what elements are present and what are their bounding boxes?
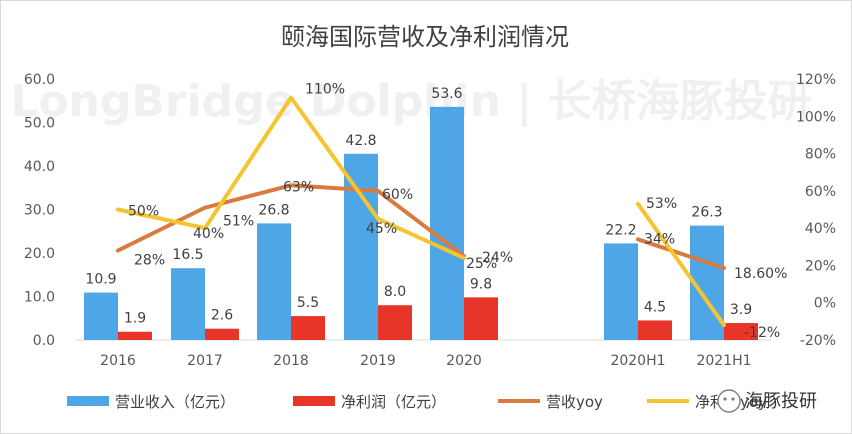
revenue-bar-label: 10.9: [85, 272, 116, 288]
y-right-tick-label: 40%: [805, 221, 836, 237]
y-left-tick-label: 20.0: [24, 246, 55, 262]
profit-yoy-label: 110%: [305, 82, 345, 98]
lines: [116, 95, 726, 328]
profit-bar: [118, 331, 152, 340]
legend-label: 营业收入（亿元）: [115, 393, 235, 411]
legend: 营业收入（亿元）净利润（亿元）营收yoy净利润yoy: [67, 393, 767, 411]
y-right-tick-label: 60%: [805, 184, 836, 200]
revenue-yoy-label: 34%: [644, 231, 675, 247]
y-right-tick-label: 20%: [805, 258, 836, 274]
revenue-bar-label: 16.5: [172, 247, 203, 263]
y-left-tick-label: 0.0: [33, 333, 55, 349]
wechat-icon-eye-left: [723, 397, 727, 401]
watermark-text: LongBridge Dolphin | 长桥海豚投研: [10, 76, 811, 127]
revenue-bar: [84, 292, 118, 340]
profit-bar: [638, 320, 672, 340]
y-left-tick-label: 30.0: [24, 203, 55, 219]
revenue-bar-label: 53.6: [431, 86, 462, 102]
profit-bar: [205, 328, 239, 340]
revenue-yoy-label: 63%: [283, 179, 314, 195]
y-right-tick-label: -20%: [800, 333, 836, 349]
revenue-bar: [430, 106, 464, 340]
revenue-yoy-label: 18.60%: [734, 266, 787, 282]
profit-bar-label: 1.9: [124, 311, 146, 327]
revenue-bar: [171, 268, 205, 340]
revenue-yoy-label: 60%: [382, 187, 413, 203]
profit-yoy-line: [116, 95, 466, 260]
x-tick-label: 2016: [100, 353, 136, 369]
bars: [84, 106, 758, 340]
profit-yoy-label: -12%: [744, 325, 780, 341]
revenue-yoy-label: 25%: [466, 256, 497, 272]
profit-bar: [724, 323, 758, 340]
profit-bar-label: 9.8: [470, 276, 492, 292]
revenue-bar: [604, 243, 638, 340]
x-tick-label: 2019: [360, 353, 396, 369]
y-left-tick-label: 50.0: [24, 116, 55, 132]
data-labels: 10.9 16.5 26.8 42.8 53.6 22.2 26.3 1.9 2.6 5.5 8.0…: [85, 82, 787, 341]
wechat-icon-eye-right: [731, 397, 735, 401]
profit-bar-label: 5.5: [297, 295, 319, 311]
profit-yoy-label: 24%: [482, 250, 513, 266]
y-right-tick-label: 0%: [814, 296, 836, 312]
chart-title: 颐海国际营收及净利润情况: [281, 23, 569, 51]
profit-bar-label: 4.5: [644, 299, 666, 315]
badge-text: 海豚投研: [745, 391, 817, 412]
y-left-tick-label: 60.0: [24, 72, 55, 88]
profit-bar: [464, 297, 498, 340]
axes: 0.0 10.0 20.0 30.0 40.0 50.0 60.0 -20% 0% 20% 40% 6…: [24, 72, 836, 369]
profit-bar-label: 8.0: [384, 284, 406, 300]
revenue-bar-label: 26.8: [258, 202, 289, 218]
revenue-yoy-label: 28%: [134, 253, 165, 269]
profit-bar: [291, 316, 325, 340]
legend-profit-swatch: [293, 396, 335, 406]
revenue-bar-label: 26.3: [691, 205, 722, 221]
profit-yoy-label: 40%: [193, 226, 224, 242]
x-tick-label: 2017: [187, 353, 223, 369]
x-tick-label: 2020H1: [610, 353, 665, 369]
x-tick-label: 2021H1: [696, 353, 751, 369]
y-left-tick-label: 40.0: [24, 159, 55, 175]
revenue-bar: [344, 153, 378, 340]
legend-label: 营收yoy: [546, 393, 603, 411]
y-right-tick-label: 100%: [796, 109, 836, 125]
wechat-badge: 海豚投研: [717, 389, 817, 413]
revenue-bar: [257, 223, 291, 340]
x-tick-label: 2020: [446, 353, 482, 369]
y-left-tick-label: 10.0: [24, 290, 55, 306]
profit-yoy-label: 50%: [128, 204, 159, 220]
y-right-tick-label: 120%: [796, 72, 836, 88]
revenue-yoy-label: 51%: [223, 214, 254, 230]
legend-label: 净利润（亿元）: [341, 393, 446, 411]
profit-bar-label: 3.9: [730, 302, 752, 318]
profit-yoy-label: 53%: [646, 196, 677, 212]
wechat-icon: [717, 389, 741, 413]
profit-bar: [378, 305, 412, 340]
revenue-bar-label: 22.2: [605, 222, 636, 238]
profit-bar-label: 2.6: [211, 308, 233, 324]
revenue-yoy-line: [636, 237, 726, 271]
x-tick-label: 2018: [273, 353, 309, 369]
profit-yoy-label: 45%: [366, 221, 397, 237]
profit-yoy-line: [636, 201, 726, 328]
revenue-bar-label: 42.8: [345, 133, 376, 149]
y-right-tick-label: 80%: [805, 147, 836, 163]
legend-revenue-swatch: [67, 396, 109, 406]
